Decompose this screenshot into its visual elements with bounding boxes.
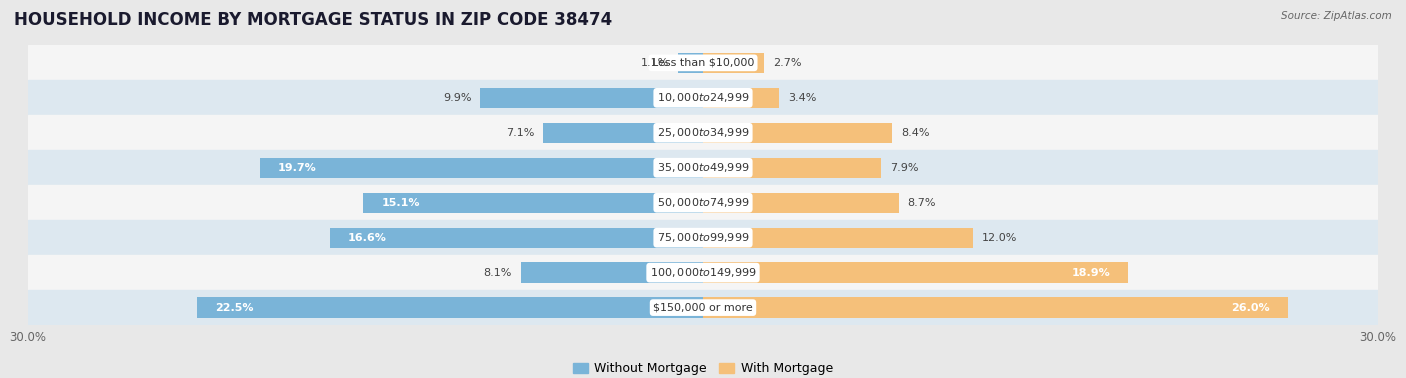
Text: 8.7%: 8.7%: [908, 198, 936, 208]
Bar: [329, 228, 703, 248]
Text: 8.1%: 8.1%: [484, 268, 512, 277]
Text: 19.7%: 19.7%: [278, 163, 316, 173]
Text: $75,000 to $99,999: $75,000 to $99,999: [657, 231, 749, 244]
Bar: [703, 53, 763, 73]
Text: $150,000 or more: $150,000 or more: [654, 303, 752, 313]
Bar: [28, 45, 1378, 81]
Text: $25,000 to $34,999: $25,000 to $34,999: [657, 126, 749, 139]
Bar: [703, 297, 1288, 318]
Bar: [703, 122, 891, 143]
Text: 7.9%: 7.9%: [890, 163, 918, 173]
Bar: [197, 297, 703, 318]
Text: 2.7%: 2.7%: [773, 58, 801, 68]
Text: 9.9%: 9.9%: [443, 93, 471, 103]
Text: 16.6%: 16.6%: [347, 233, 387, 243]
Text: 15.1%: 15.1%: [381, 198, 420, 208]
Bar: [28, 220, 1378, 255]
Bar: [678, 53, 703, 73]
Bar: [28, 185, 1378, 220]
Bar: [481, 88, 703, 108]
Text: 8.4%: 8.4%: [901, 128, 929, 138]
Bar: [28, 115, 1378, 150]
Legend: Without Mortgage, With Mortgage: Without Mortgage, With Mortgage: [568, 357, 838, 378]
Bar: [703, 192, 898, 213]
Bar: [260, 158, 703, 178]
Text: 7.1%: 7.1%: [506, 128, 534, 138]
Bar: [703, 228, 973, 248]
Text: 26.0%: 26.0%: [1232, 303, 1270, 313]
Text: 12.0%: 12.0%: [981, 233, 1018, 243]
Bar: [520, 262, 703, 283]
Text: $10,000 to $24,999: $10,000 to $24,999: [657, 91, 749, 104]
Bar: [28, 255, 1378, 290]
Text: Less than $10,000: Less than $10,000: [652, 58, 754, 68]
Bar: [28, 290, 1378, 325]
Text: 22.5%: 22.5%: [215, 303, 253, 313]
Text: $50,000 to $74,999: $50,000 to $74,999: [657, 196, 749, 209]
Text: 3.4%: 3.4%: [789, 93, 817, 103]
Text: Source: ZipAtlas.com: Source: ZipAtlas.com: [1281, 11, 1392, 21]
Bar: [28, 150, 1378, 185]
Bar: [703, 262, 1128, 283]
Text: $100,000 to $149,999: $100,000 to $149,999: [650, 266, 756, 279]
Bar: [703, 158, 880, 178]
Text: HOUSEHOLD INCOME BY MORTGAGE STATUS IN ZIP CODE 38474: HOUSEHOLD INCOME BY MORTGAGE STATUS IN Z…: [14, 11, 612, 29]
Bar: [28, 81, 1378, 115]
Bar: [703, 88, 779, 108]
Text: 18.9%: 18.9%: [1071, 268, 1111, 277]
Bar: [543, 122, 703, 143]
Bar: [363, 192, 703, 213]
Text: $35,000 to $49,999: $35,000 to $49,999: [657, 161, 749, 174]
Text: 1.1%: 1.1%: [641, 58, 669, 68]
